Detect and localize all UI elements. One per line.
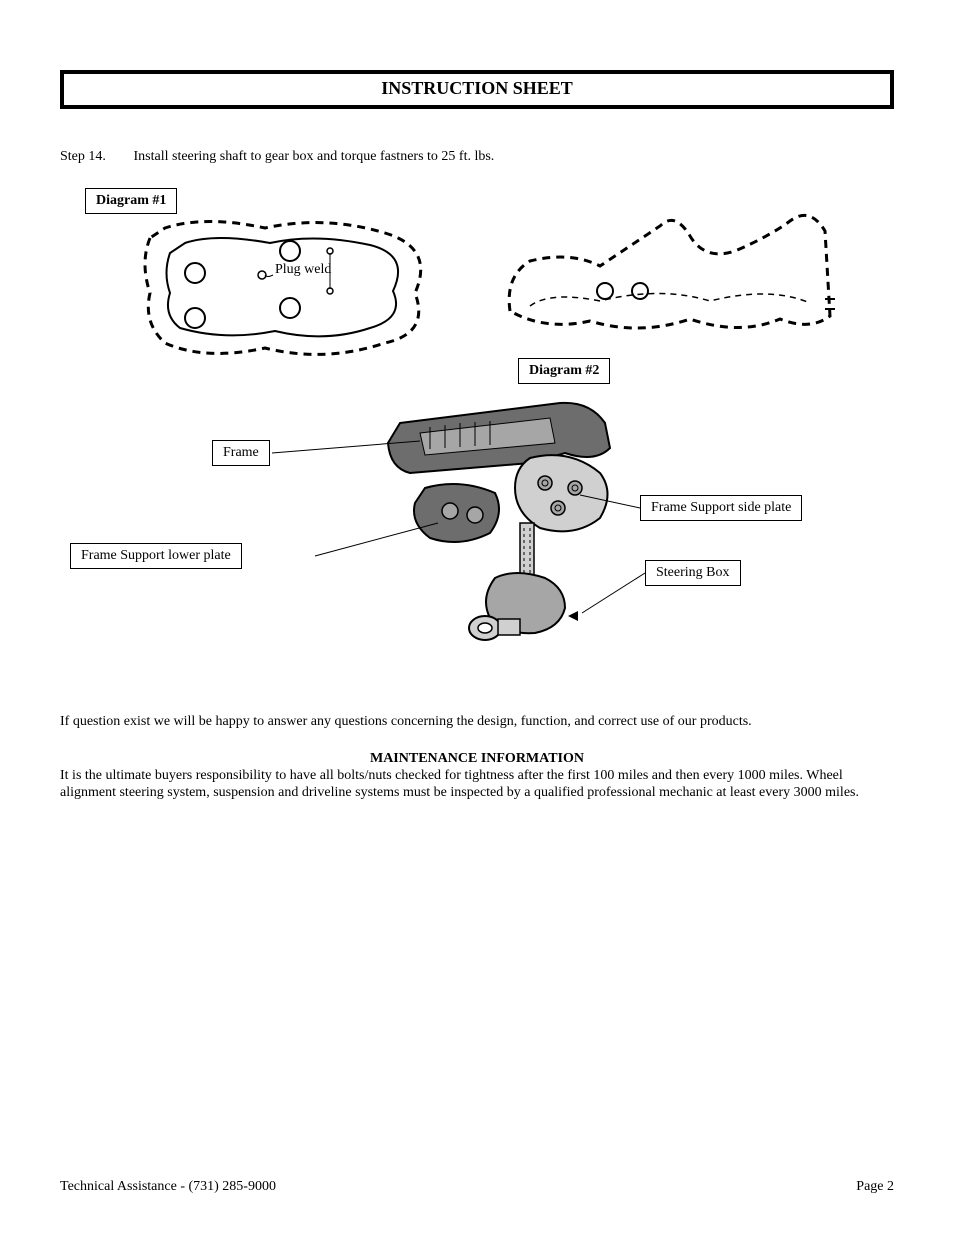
- questions-text: If question exist we will be happy to an…: [60, 713, 894, 731]
- page: INSTRUCTION SHEET Step 14. Install steer…: [0, 0, 954, 1235]
- diagram1-label: Diagram #1: [85, 188, 177, 214]
- maintenance-heading: MAINTENANCE INFORMATION: [60, 751, 894, 767]
- frame-support-lower-label: Frame Support lower plate: [70, 543, 242, 569]
- steering-box-label: Steering Box: [645, 560, 741, 586]
- diagram-area: Diagram #1 Plug weld: [60, 183, 894, 683]
- frame-support-side-label: Frame Support side plate: [640, 495, 802, 521]
- footer-left: Technical Assistance - (731) 285-9000: [60, 1179, 276, 1195]
- page-title: INSTRUCTION SHEET: [381, 78, 573, 98]
- frame-label: Frame: [212, 440, 270, 466]
- leader-lines: [60, 183, 894, 683]
- step-row: Step 14. Install steering shaft to gear …: [60, 149, 894, 165]
- footer: Technical Assistance - (731) 285-9000 Pa…: [60, 1179, 894, 1195]
- title-bar: INSTRUCTION SHEET: [60, 70, 894, 109]
- diagram2-label: Diagram #2: [518, 358, 610, 384]
- step-number: Step 14.: [60, 149, 130, 165]
- maintenance-body: It is the ultimate buyers responsibility…: [60, 767, 894, 802]
- step-text: Install steering shaft to gear box and t…: [134, 149, 495, 164]
- footer-right: Page 2: [856, 1179, 894, 1195]
